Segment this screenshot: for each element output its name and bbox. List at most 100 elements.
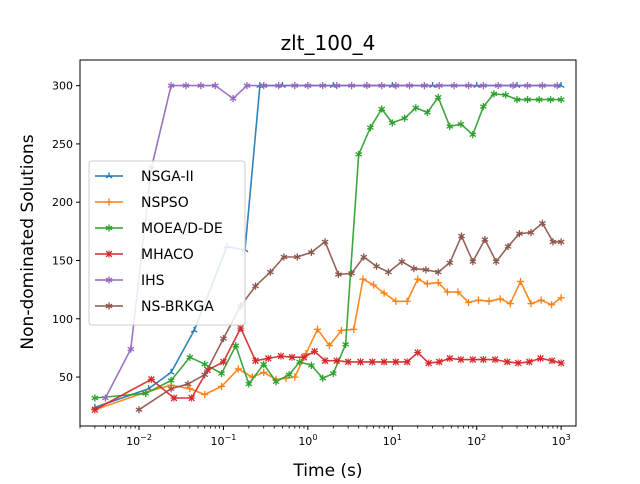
data-point bbox=[398, 258, 406, 266]
data-point bbox=[252, 282, 259, 290]
legend-marker bbox=[105, 198, 113, 206]
chart-title: zlt_100_4 bbox=[281, 31, 376, 55]
data-point bbox=[272, 378, 280, 386]
data-point bbox=[469, 258, 477, 266]
data-point bbox=[524, 82, 531, 90]
data-point bbox=[494, 82, 502, 90]
axes: 50 100 150 200 250 300 10−2 10−1 100 101 102 103 bbox=[52, 59, 577, 448]
data-point bbox=[237, 324, 245, 332]
data-point bbox=[291, 373, 299, 381]
data-point bbox=[333, 82, 341, 90]
data-point bbox=[304, 82, 312, 90]
series-1 bbox=[91, 275, 565, 414]
data-point bbox=[291, 82, 299, 90]
data-point bbox=[506, 300, 514, 308]
series-line bbox=[94, 327, 562, 411]
data-point bbox=[403, 297, 411, 305]
data-point bbox=[536, 354, 545, 362]
legend-entry: MHACO bbox=[95, 247, 194, 263]
data-point bbox=[232, 341, 240, 350]
data-point bbox=[369, 281, 378, 289]
data-point bbox=[350, 325, 358, 333]
data-point bbox=[201, 360, 209, 368]
data-point bbox=[101, 394, 109, 402]
data-point bbox=[548, 357, 556, 365]
data-point bbox=[414, 275, 422, 283]
data-point bbox=[537, 296, 545, 304]
data-point bbox=[491, 355, 499, 364]
data-point bbox=[251, 357, 260, 365]
data-point bbox=[412, 104, 420, 112]
data-point bbox=[525, 358, 533, 366]
data-point bbox=[344, 358, 352, 366]
legend-entry: MOEA/D-DE bbox=[95, 221, 223, 237]
data-point bbox=[321, 238, 329, 246]
data-point bbox=[368, 358, 376, 366]
data-point bbox=[170, 394, 178, 402]
data-point bbox=[167, 82, 175, 90]
legend-marker bbox=[105, 172, 113, 179]
data-point bbox=[557, 238, 565, 246]
data-point bbox=[186, 353, 194, 361]
data-point bbox=[378, 105, 386, 113]
data-point bbox=[378, 82, 386, 90]
data-point bbox=[167, 385, 175, 393]
series-2 bbox=[91, 90, 565, 402]
data-point bbox=[535, 96, 543, 104]
data-point bbox=[423, 280, 431, 288]
legend-label: MHACO bbox=[141, 247, 194, 263]
data-point bbox=[457, 120, 465, 128]
data-point bbox=[485, 297, 493, 305]
data-point bbox=[325, 341, 334, 350]
y-tick-label: 200 bbox=[52, 196, 73, 209]
legend-marker bbox=[105, 302, 113, 310]
data-point bbox=[549, 238, 557, 246]
x-axis-label: Time (s) bbox=[292, 461, 362, 480]
legend-marker bbox=[105, 224, 113, 232]
y-tick-label: 100 bbox=[52, 313, 73, 326]
data-point bbox=[380, 289, 388, 297]
legend-label: NSPSO bbox=[141, 195, 189, 211]
data-point bbox=[363, 82, 371, 90]
legend-entry: NS-BRKGA bbox=[95, 299, 214, 315]
data-point bbox=[91, 406, 99, 414]
data-point bbox=[392, 82, 400, 90]
data-point bbox=[296, 358, 304, 366]
data-point bbox=[473, 82, 481, 89]
data-point bbox=[538, 82, 546, 90]
data-point bbox=[422, 266, 430, 274]
data-point bbox=[392, 297, 400, 305]
data-point bbox=[300, 353, 308, 361]
legend-box bbox=[88, 160, 246, 326]
data-point bbox=[319, 374, 327, 382]
y-tick-label: 250 bbox=[52, 138, 73, 151]
data-point bbox=[260, 82, 268, 90]
data-point bbox=[435, 358, 443, 366]
data-point bbox=[356, 358, 365, 366]
data-point bbox=[277, 352, 285, 360]
data-point bbox=[197, 82, 205, 90]
data-point bbox=[264, 354, 272, 362]
x-tick-label: 100 bbox=[298, 433, 317, 448]
data-point bbox=[219, 358, 228, 366]
series-line bbox=[104, 84, 558, 399]
data-point bbox=[243, 82, 251, 90]
data-point bbox=[211, 82, 219, 90]
data-point bbox=[450, 82, 458, 90]
data-point bbox=[293, 253, 301, 261]
data-point bbox=[348, 269, 356, 277]
data-point bbox=[190, 326, 198, 333]
data-point bbox=[557, 96, 565, 104]
y-tick-label: 50 bbox=[59, 371, 73, 384]
data-point bbox=[479, 103, 487, 111]
legend-entry: IHS bbox=[95, 273, 165, 289]
data-point bbox=[414, 348, 422, 357]
data-point bbox=[260, 360, 268, 368]
data-point bbox=[359, 275, 367, 283]
data-point bbox=[310, 347, 319, 356]
data-point bbox=[307, 248, 315, 256]
legend-marker bbox=[105, 250, 113, 258]
data-point bbox=[425, 359, 433, 367]
data-point bbox=[201, 371, 209, 379]
